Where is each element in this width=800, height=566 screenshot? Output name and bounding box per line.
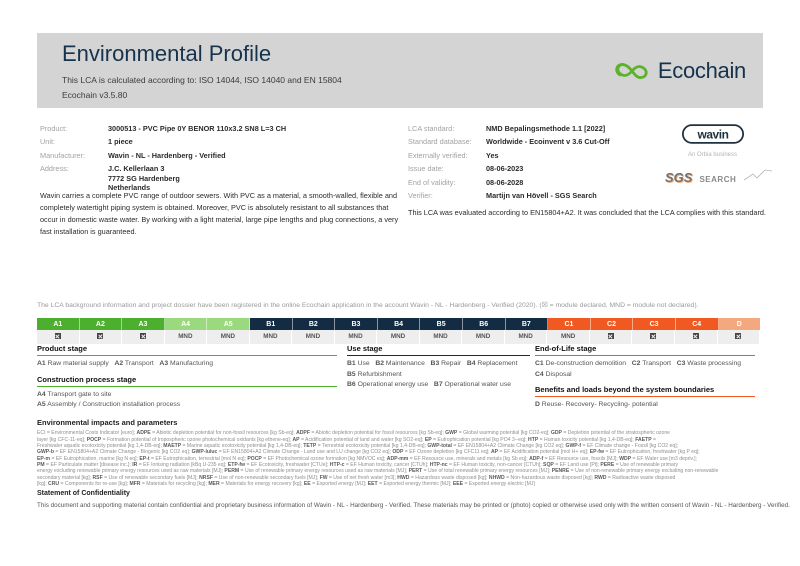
svg-text:wavin: wavin	[696, 127, 728, 141]
